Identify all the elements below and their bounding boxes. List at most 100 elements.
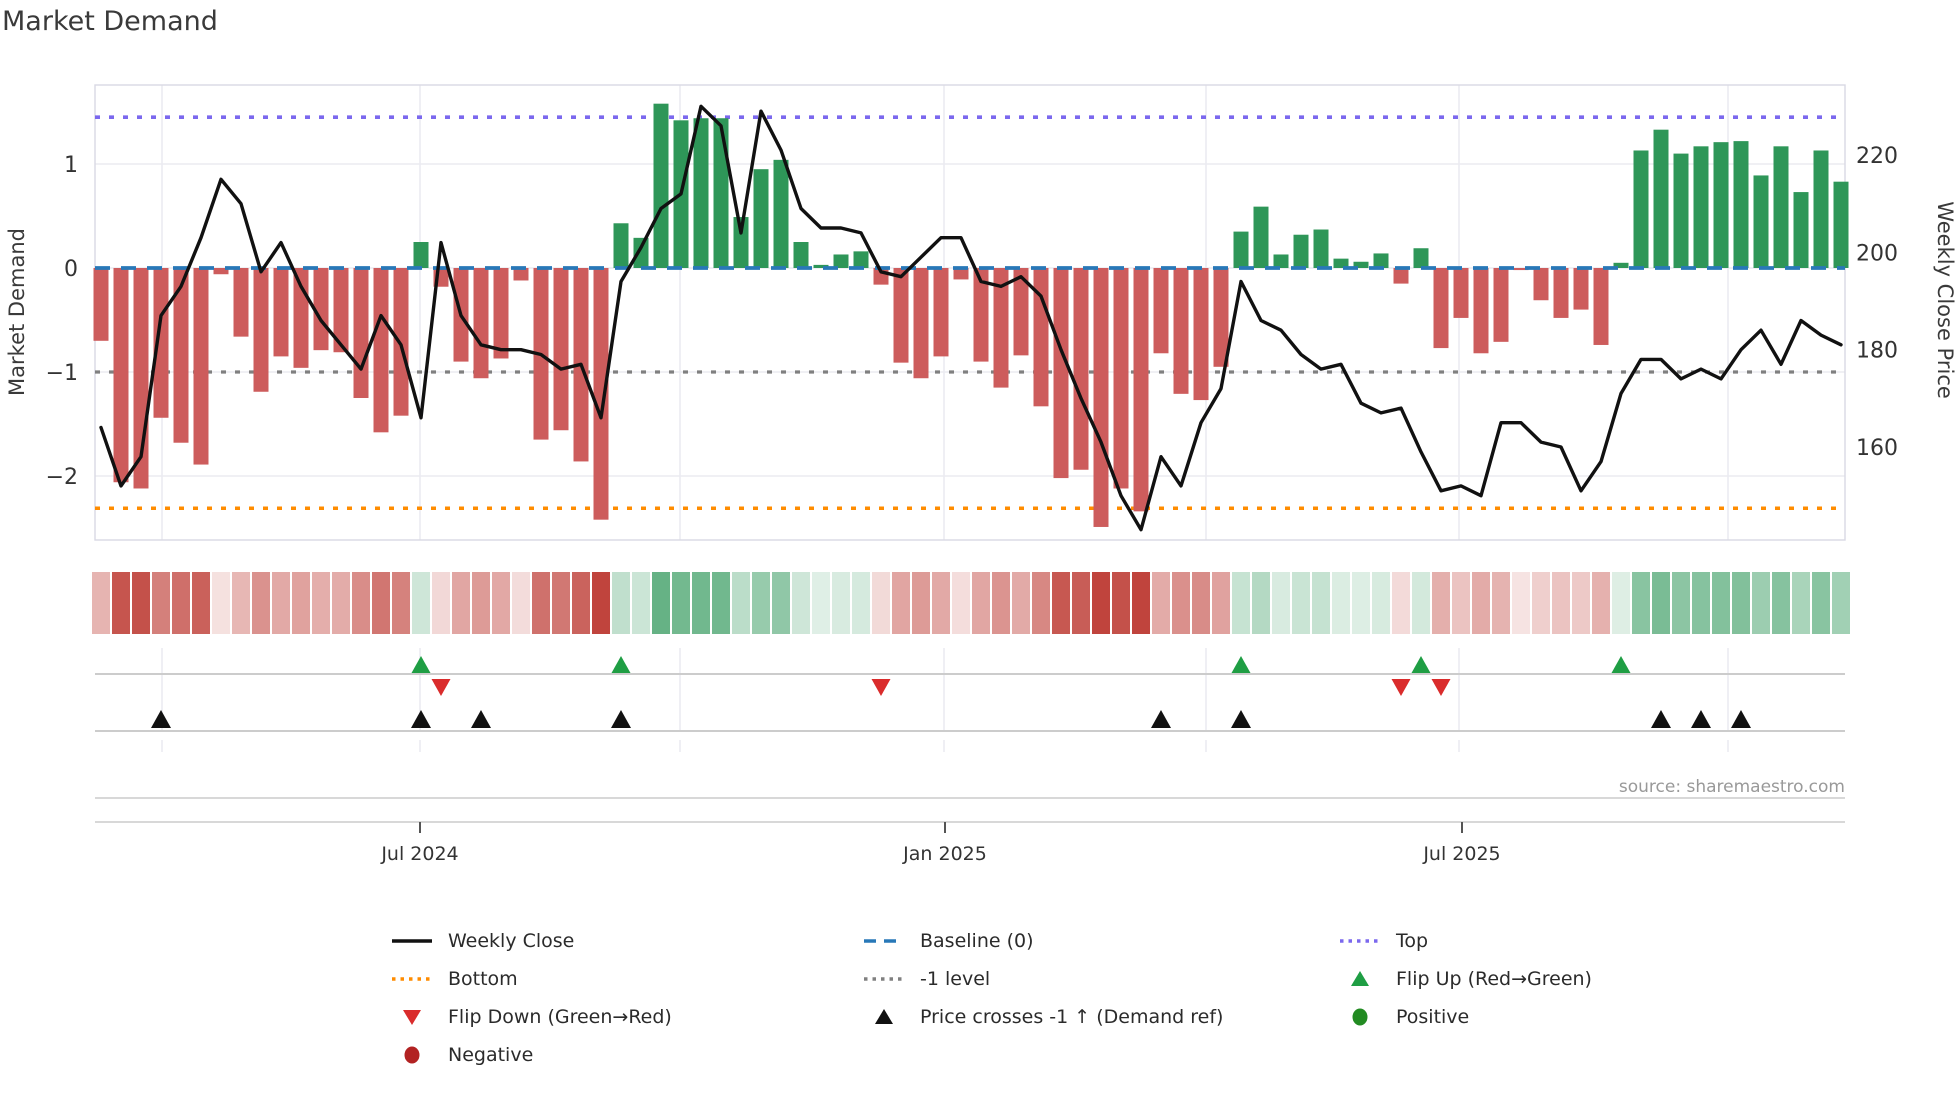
heatmap-cell	[1432, 572, 1450, 634]
demand-bar	[1613, 262, 1629, 268]
heatmap-cell	[792, 572, 810, 634]
heatmap-cell	[1232, 572, 1250, 634]
demand-bar	[1173, 268, 1189, 394]
heatmap-cell	[372, 572, 390, 634]
heatmap-cell	[852, 572, 870, 634]
heatmap-cell	[552, 572, 570, 634]
flip-down-marker	[1391, 679, 1411, 696]
heatmap-cell	[1012, 572, 1030, 634]
demand-bar	[933, 268, 949, 357]
heatmap-cell	[492, 572, 510, 634]
demand-bar	[1073, 268, 1089, 470]
demand-bar	[733, 217, 749, 268]
demand-bar	[1793, 192, 1809, 268]
demand-bar	[1053, 268, 1069, 479]
demand-bar	[753, 169, 769, 268]
flip-up-marker	[1611, 656, 1631, 673]
right-tick-label: 200	[1856, 241, 1898, 266]
demand-bar	[513, 268, 529, 281]
demand-bar	[153, 268, 169, 418]
demand-bar	[1533, 268, 1549, 301]
gridlines	[94, 84, 1846, 752]
heatmap-cell	[1592, 572, 1610, 634]
demand-bar	[893, 268, 909, 363]
heatmap-cell	[332, 572, 350, 634]
heatmap-strip	[92, 572, 1850, 634]
demand-bar	[553, 268, 569, 431]
demand-bar	[473, 268, 489, 379]
heatmap-cell	[1272, 572, 1290, 634]
demand-bar	[693, 118, 709, 269]
demand-bar	[373, 268, 389, 433]
demand-bar	[653, 103, 669, 269]
heatmap-cell	[1032, 572, 1050, 634]
demand-bar	[713, 118, 729, 269]
demand-bar	[233, 268, 249, 337]
heatmap-cell	[472, 572, 490, 634]
heatmap-cell	[1292, 572, 1310, 634]
demand-bar	[1253, 206, 1269, 268]
demand-bar	[613, 223, 629, 268]
flip-up-marker	[611, 656, 631, 673]
heatmap-cell	[1172, 572, 1190, 634]
right-tick-label: 160	[1856, 436, 1898, 461]
heatmap-cell	[1392, 572, 1410, 634]
demand-bar	[1653, 129, 1669, 268]
heatmap-cell	[812, 572, 830, 634]
heatmap-cell	[1332, 572, 1350, 634]
heatmap-cell	[1312, 572, 1330, 634]
heatmap-cell	[772, 572, 790, 634]
heatmap-cell	[1672, 572, 1690, 634]
heatmap-cell	[1212, 572, 1230, 634]
left-tick-label: 0	[64, 257, 78, 282]
x-tick-label: Jul 2024	[380, 843, 458, 865]
heatmap-cell	[972, 572, 990, 634]
heatmap-cell	[1812, 572, 1830, 634]
right-axis-title: Weekly Close Price	[1933, 201, 1957, 399]
event-marker-rows	[95, 656, 1845, 823]
heatmap-cell	[912, 572, 930, 634]
heatmap-cell	[832, 572, 850, 634]
heatmap-cell	[132, 572, 150, 634]
demand-bar	[173, 268, 189, 443]
demand-bar	[1453, 268, 1469, 318]
heatmap-cell	[432, 572, 450, 634]
demand-bar	[1353, 261, 1369, 268]
heatmap-cell	[1512, 572, 1530, 634]
right-tick-label: 180	[1856, 339, 1898, 364]
demand-bar	[793, 242, 809, 268]
price-cross-marker	[151, 710, 171, 728]
price-cross-marker	[1691, 710, 1711, 728]
price-cross-marker	[1731, 710, 1751, 728]
heatmap-cell	[1772, 572, 1790, 634]
demand-bar	[1593, 268, 1609, 345]
demand-bar	[1513, 268, 1529, 271]
demand-bar	[1633, 150, 1649, 268]
heatmap-cell	[1792, 572, 1810, 634]
demand-bar	[213, 268, 229, 275]
heatmap-cell	[1532, 572, 1550, 634]
heatmap-cell	[1152, 572, 1170, 634]
flip-down-marker	[431, 679, 451, 696]
heatmap-cell	[1072, 572, 1090, 634]
heatmap-cell	[392, 572, 410, 634]
heatmap-cell	[752, 572, 770, 634]
price-cross-marker	[1651, 710, 1671, 728]
heatmap-cell	[1412, 572, 1430, 634]
flip-down-marker	[871, 679, 891, 696]
heatmap-cell	[1112, 572, 1130, 634]
demand-bar	[833, 254, 849, 268]
heatmap-cell	[532, 572, 550, 634]
demand-bar	[993, 268, 1009, 388]
demand-bar	[313, 268, 329, 351]
demand-bar	[593, 268, 609, 520]
heatmap-cell	[1352, 572, 1370, 634]
heatmap-cell	[672, 572, 690, 634]
heatmap-cell	[1092, 572, 1110, 634]
heatmap-cell	[992, 572, 1010, 634]
demand-bar	[773, 159, 789, 268]
price-cross-marker	[611, 710, 631, 728]
demand-bar	[1773, 146, 1789, 268]
heatmap-cell	[592, 572, 610, 634]
demand-bar	[273, 268, 289, 357]
